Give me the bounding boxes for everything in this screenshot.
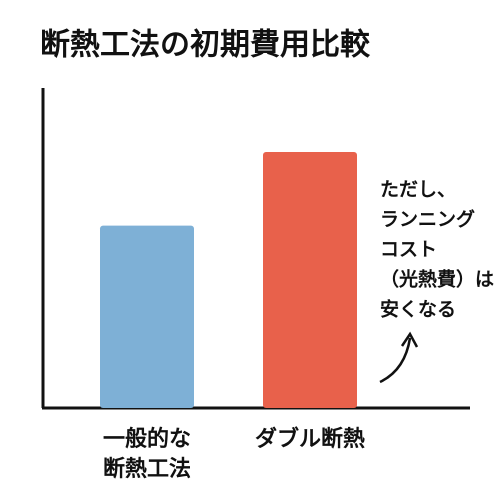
- annotation: （光熱費）は: [380, 268, 494, 291]
- bar: [263, 152, 357, 408]
- annotation-arrowhead: [400, 331, 419, 348]
- x-tick-label: ダブル断熱: [255, 426, 365, 452]
- bar: [100, 225, 194, 408]
- annotation-arrow: [379, 337, 412, 384]
- annotation: ランニング: [380, 208, 475, 231]
- x-tick-label: 一般的な: [103, 426, 191, 452]
- chart-title: 断熱工法の初期費用比較: [40, 28, 371, 63]
- annotation: ただし、: [380, 179, 456, 201]
- annotation: 安くなる: [380, 298, 456, 321]
- annotation: コスト: [380, 239, 437, 261]
- x-tick-label: 断熱工法: [103, 456, 191, 482]
